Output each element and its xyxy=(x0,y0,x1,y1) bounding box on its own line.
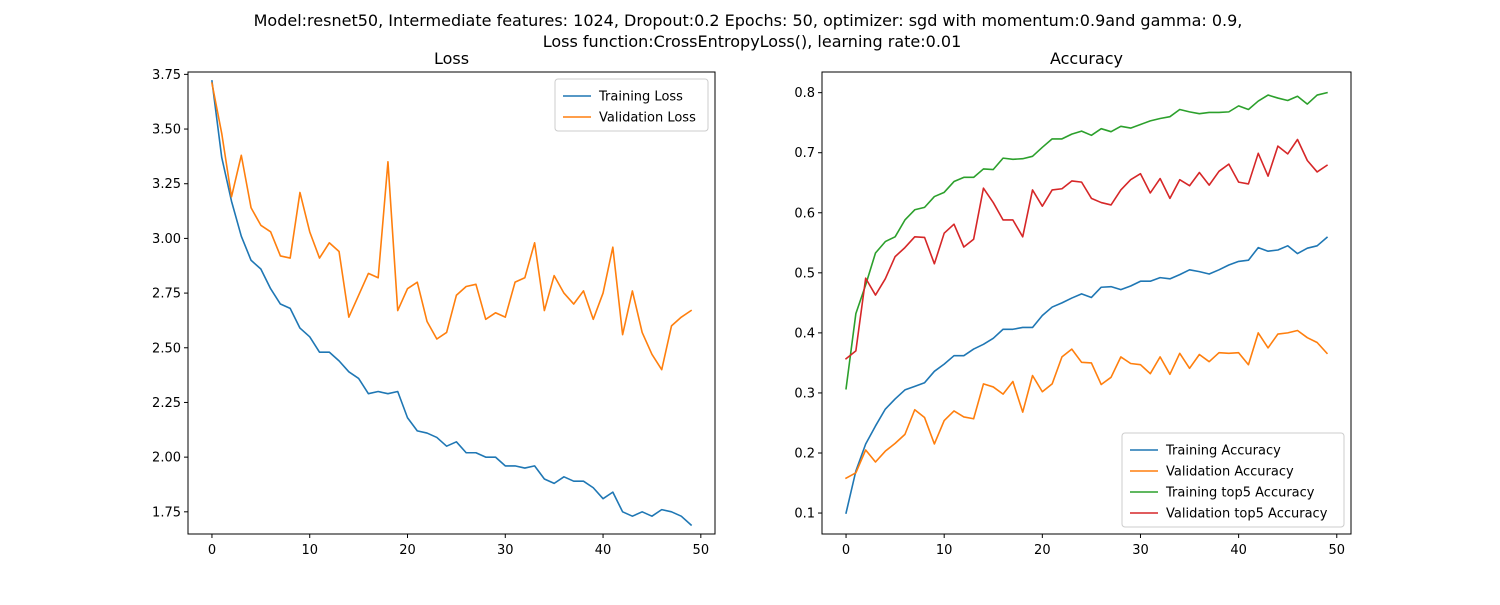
accuracy-xtick-label: 30 xyxy=(1132,543,1149,558)
accuracy-ytick-label: 0.1 xyxy=(794,507,815,522)
figure-suptitle-line1: Model:resnet50, Intermediate features: 1… xyxy=(254,11,1243,30)
accuracy-series-validation-accuracy xyxy=(844,329,1329,480)
loss-ytick-label: 3.50 xyxy=(152,123,181,138)
accuracy-ytick-label: 0.5 xyxy=(794,266,815,281)
loss-ytick-label: 3.00 xyxy=(152,232,181,247)
loss-legend-box xyxy=(554,78,709,132)
accuracy-series-training-top5-accuracy xyxy=(845,91,1328,390)
loss-legend-label-validation-loss: Validation Loss xyxy=(599,111,696,126)
loss-xtick-label: 50 xyxy=(693,543,710,558)
accuracy-legend-box xyxy=(1121,432,1345,528)
loss-xtick-label: 40 xyxy=(595,543,612,558)
accuracy-legend: Training Accuracy Validation Accuracy Trai… xyxy=(1121,432,1345,528)
loss-ytick-label: 2.00 xyxy=(152,451,181,466)
loss-ytick-label: 2.50 xyxy=(152,341,181,356)
loss-ytick-label: 1.75 xyxy=(152,505,181,520)
loss-xtick-label: 10 xyxy=(301,543,318,558)
accuracy-legend-label-training-accuracy: Training Accuracy xyxy=(1165,444,1281,459)
loss-ytick-label: 3.75 xyxy=(152,68,181,83)
loss-legend: Training Loss Validation Loss xyxy=(554,78,709,132)
accuracy-xtick-label: 50 xyxy=(1328,543,1345,558)
accuracy-series-validation-top5-accuracy xyxy=(844,138,1329,360)
accuracy-ytick-label: 0.6 xyxy=(794,206,815,221)
loss-chart-title: Loss xyxy=(434,49,469,68)
accuracy-series-training-accuracy xyxy=(845,236,1329,515)
loss-ytick-label: 2.25 xyxy=(152,396,181,411)
accuracy-legend-label-validation-top5-accuracy: Validation top5 Accuracy xyxy=(1166,507,1328,522)
accuracy-legend-label-training-top5-accuracy: Training top5 Accuracy xyxy=(1165,486,1315,501)
accuracy-xtick-label: 0 xyxy=(842,543,850,558)
loss-xtick-label: 20 xyxy=(399,543,416,558)
accuracy-xtick-label: 20 xyxy=(1034,543,1051,558)
accuracy-ytick-label: 0.7 xyxy=(794,146,815,161)
accuracy-ytick-label: 0.8 xyxy=(794,86,815,101)
loss-series-training-loss xyxy=(211,80,693,527)
loss-xtick-label: 0 xyxy=(208,543,216,558)
loss-chart: Loss 0 10 20 30 40 50 1.75 2.00 2.25 2.50 2.75 3.00 3… xyxy=(152,49,716,558)
accuracy-xtick-label: 10 xyxy=(936,543,953,558)
figure-suptitle-line2: Loss function:CrossEntropyLoss(), learni… xyxy=(543,32,962,51)
accuracy-legend-label-validation-accuracy: Validation Accuracy xyxy=(1166,465,1294,480)
loss-xtick-label: 30 xyxy=(497,543,514,558)
accuracy-xtick-label: 40 xyxy=(1230,543,1247,558)
accuracy-ytick-label: 0.3 xyxy=(794,386,815,401)
loss-ytick-label: 2.75 xyxy=(152,287,181,302)
loss-ytick-label: 3.25 xyxy=(152,177,181,192)
accuracy-ytick-label: 0.2 xyxy=(794,446,815,461)
accuracy-axes-frame xyxy=(821,71,1352,535)
loss-series-validation-loss xyxy=(211,82,693,371)
accuracy-ytick-label: 0.4 xyxy=(794,326,815,341)
accuracy-chart: Accuracy 0 10 20 30 40 50 0.1 0.2 0.3 0.4 0.5 0.6 0.7… xyxy=(794,49,1352,558)
loss-axes-frame xyxy=(187,71,716,535)
accuracy-chart-title: Accuracy xyxy=(1050,49,1123,68)
loss-legend-label-training-loss: Training Loss xyxy=(598,90,683,105)
